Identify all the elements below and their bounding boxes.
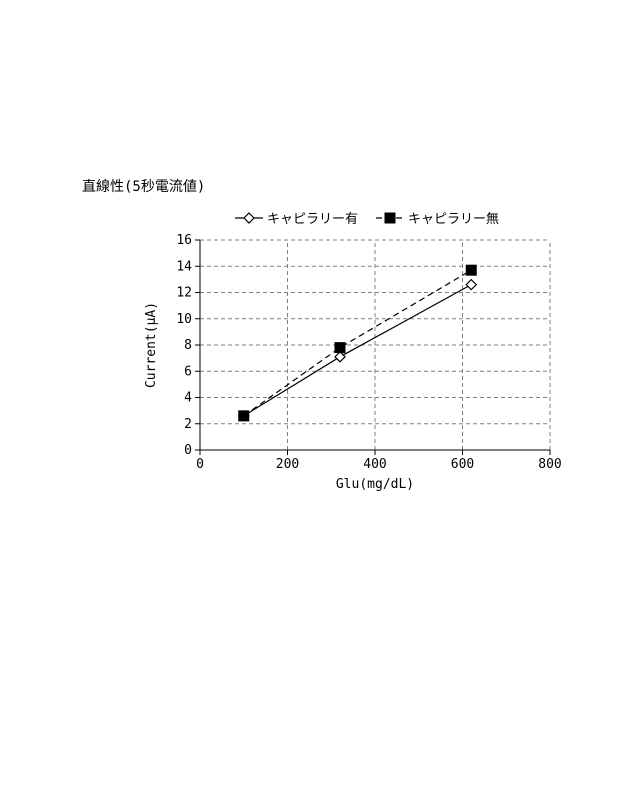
svg-text:8: 8	[184, 338, 192, 353]
svg-text:600: 600	[451, 457, 474, 472]
svg-text:4: 4	[184, 391, 192, 406]
marker-square	[385, 213, 395, 223]
svg-text:0: 0	[184, 443, 192, 458]
page: 直線性(5秒電流値) キャピラリー有 キャピラリー無 0 200 400 600 800 0 2…	[0, 0, 640, 801]
chart-title: 直線性(5秒電流値)	[82, 176, 205, 196]
svg-text:10: 10	[176, 312, 192, 327]
svg-text:400: 400	[363, 457, 386, 472]
marker-square	[335, 343, 345, 353]
marker-square	[466, 265, 476, 275]
svg-text:14: 14	[176, 259, 192, 274]
svg-text:0: 0	[196, 457, 204, 472]
svg-text:16: 16	[176, 233, 192, 248]
svg-text:6: 6	[184, 364, 192, 379]
svg-text:2: 2	[184, 417, 192, 432]
svg-text:キャピラリー有: キャピラリー有	[267, 212, 358, 227]
marker-square	[239, 411, 249, 421]
svg-text:800: 800	[538, 457, 561, 472]
y-axis-label: Current(μA)	[144, 302, 159, 388]
linearity-chart: キャピラリー有 キャピラリー無 0 200 400 600 800 0 2 4 6 8 10 12 14 16…	[130, 200, 570, 500]
chart-svg: キャピラリー有 キャピラリー無 0 200 400 600 800 0 2 4 6 8 10 12 14 16…	[130, 200, 570, 500]
svg-text:200: 200	[276, 457, 299, 472]
svg-text:キャピラリー無: キャピラリー無	[408, 212, 499, 227]
x-axis-label: Glu(mg/dL)	[336, 477, 414, 492]
svg-text:12: 12	[176, 286, 192, 301]
